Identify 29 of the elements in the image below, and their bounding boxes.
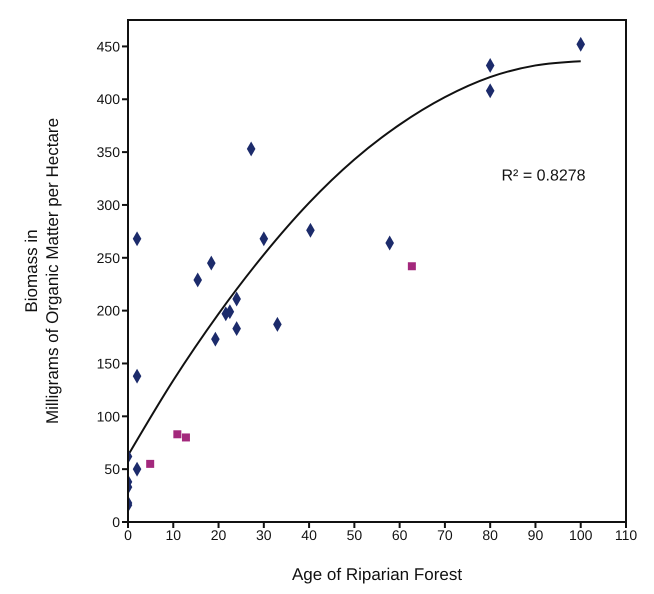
y-tick-label: 200 [96,302,120,319]
point [182,433,190,442]
x-tick-label: 110 [614,526,638,543]
y-tick-label: 0 [112,514,120,530]
y-tick-label: 400 [96,91,120,108]
x-tick-label: 90 [528,526,544,543]
x-tick-label: 80 [482,526,498,543]
x-tick-label: 50 [346,526,362,543]
y-axis-title: Biomass in Milligrams of Organic Matter per Hectare [22,118,62,424]
x-tick-label: 60 [392,526,408,543]
x-tick-label: 100 [569,526,593,543]
point [146,460,154,468]
y-tick-label: 300 [96,196,120,213]
point [173,430,182,438]
x-tick-label: 20 [210,526,227,543]
x-tick-label: 0 [124,526,132,543]
y-tick-label: 350 [96,144,120,160]
point [408,262,416,270]
y-tick-label: 100 [96,408,120,424]
x-tick-label: 70 [437,526,453,543]
x-tick-label: 40 [301,526,318,543]
y-tick-label: 50 [104,461,120,478]
x-tick-label: 30 [256,526,272,543]
x-tick-label: 10 [165,526,182,543]
y-tick-label: 450 [96,38,120,54]
y-tick-label: 150 [96,355,120,372]
y-tick-label: 250 [96,250,120,266]
x-axis-title: Age of Riparian Forest [292,565,462,584]
annotation: R² = 0.8278 [502,168,586,185]
